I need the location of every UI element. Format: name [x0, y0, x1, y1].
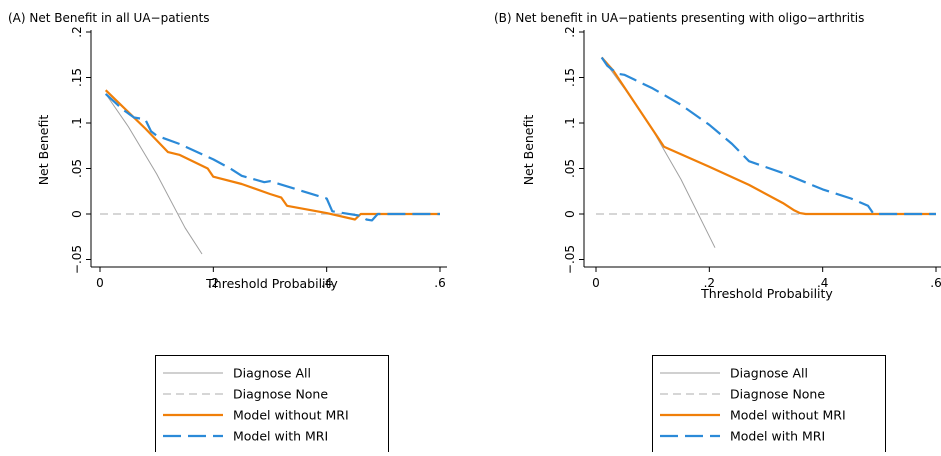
panel-b-y-tick-label: .05 — [563, 159, 577, 178]
panel-a-legend: Diagnose All Diagnose None Model without M… — [155, 355, 389, 456]
panel-b-legend-label-diagnose-all: Diagnose All — [730, 366, 808, 381]
panel-b-y-tick-label: .1 — [563, 117, 577, 128]
panel-b-legend-label-model-without-mri: Model without MRI — [730, 408, 846, 423]
panel-b-x-tick-label: .4 — [817, 276, 828, 290]
panel-a-x-tick-label: .4 — [321, 276, 332, 290]
panel-a-y-tick-label: 0 — [70, 210, 84, 218]
panel-a-x-tick-label: .6 — [434, 276, 445, 290]
panel-a-series-diagnose-all — [105, 93, 203, 255]
panel-b-legend: Diagnose All Diagnose None Model without M… — [652, 355, 886, 456]
panel-a-plot-area: 0 .2 .4 .6 −.05 0 .05 .1 .15 .2 — [70, 26, 447, 290]
panel-b: (B) Net benefit in UA−patients presentin… — [494, 11, 941, 456]
panel-b-plot-area: 0 .2 .4 .6 −.05 0 .05 .1 .15 .2 — [563, 26, 941, 290]
panel-a-series-model-with-mri — [104, 93, 440, 222]
panel-a-x-tick-label: .2 — [208, 276, 219, 290]
panel-a-legend-label-model-with-mri: Model with MRI — [233, 429, 328, 444]
panel-a-legend-label-model-without-mri: Model without MRI — [233, 408, 349, 423]
panel-a-legend-label-diagnose-none: Diagnose None — [233, 387, 328, 402]
panel-b-y-tick-label: 0 — [563, 210, 577, 218]
panel-a-y-tick-label: .1 — [70, 117, 84, 128]
panel-a-y-tick-label: −.05 — [70, 245, 84, 274]
panel-a-y-tick-label: .05 — [70, 159, 84, 178]
panel-a-x-tick-label: 0 — [96, 276, 104, 290]
panel-b-x-axis-title: Threshold Probability — [700, 286, 833, 301]
panel-b-y-tick-label: .2 — [563, 26, 577, 37]
panel-b-x-tick-label: 0 — [592, 276, 600, 290]
panel-a-y-tick-label: .2 — [70, 26, 84, 37]
panel-a: (A) Net Benefit in all UA−patients 0 .2 .4… — [8, 11, 447, 456]
panel-b-series-diagnose-all — [601, 57, 716, 248]
panel-a-legend-label-diagnose-all: Diagnose All — [233, 366, 311, 381]
panel-b-legend-label-diagnose-none: Diagnose None — [730, 387, 825, 402]
panel-b-series-model-with-mri — [600, 56, 936, 216]
panel-a-x-axis-title: Threshold Probability — [205, 276, 338, 291]
panel-b-y-axis-title: Net Benefit — [521, 115, 536, 186]
panel-b-title: (B) Net benefit in UA−patients presentin… — [494, 11, 864, 25]
panel-b-series-model-without-mri — [600, 56, 936, 216]
panel-a-series-model-without-mri — [104, 89, 440, 221]
panel-a-y-axis-title: Net Benefit — [36, 115, 51, 186]
panel-b-x-tick-label: .2 — [704, 276, 715, 290]
panel-b-y-tick-label: −.05 — [563, 245, 577, 274]
panel-b-y-tick-label: .15 — [563, 68, 577, 87]
panel-b-legend-label-model-with-mri: Model with MRI — [730, 429, 825, 444]
panel-a-title: (A) Net Benefit in all UA−patients — [8, 11, 210, 25]
panel-a-y-tick-label: .15 — [70, 68, 84, 87]
panel-b-x-tick-label: .6 — [930, 276, 941, 290]
